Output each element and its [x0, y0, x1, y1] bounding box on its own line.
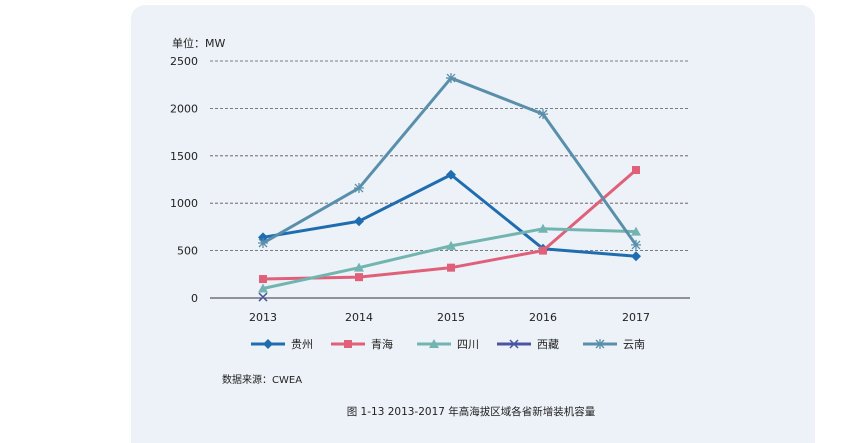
legend-label: 云南: [623, 338, 645, 351]
x-axis-ticks: 2013 2014 2015 2016 2017: [249, 311, 650, 324]
data-point: [447, 263, 455, 272]
y-tick-label: 1000: [170, 197, 198, 210]
unit-label: 单位：MW: [172, 36, 225, 50]
data-point: [263, 339, 273, 349]
data-point: [258, 292, 268, 302]
data-point: [631, 239, 641, 250]
legend-item: 青海: [331, 337, 393, 351]
legend-label: 贵州: [291, 338, 313, 351]
legend-item: 贵州: [251, 338, 313, 351]
data-point: [354, 183, 364, 194]
series-3: [258, 292, 268, 302]
legend-item: 云南: [583, 338, 645, 351]
data-point: [258, 238, 268, 249]
x-tick-label: 2014: [345, 311, 373, 324]
data-point: [631, 251, 641, 262]
figure-caption: 图 1-13 2013-2017 年高海拔区域各省新增装机容量: [347, 405, 596, 418]
series-2: [258, 223, 641, 293]
legend-item: 西藏: [497, 338, 559, 351]
data-source: 数据来源：CWEA: [222, 373, 302, 386]
data-point: [539, 246, 547, 255]
series-4: [258, 73, 641, 250]
data-point: [538, 109, 548, 120]
y-tick-label: 2000: [170, 102, 198, 115]
x-tick-label: 2016: [529, 311, 557, 324]
series-group: [258, 73, 641, 302]
legend-label: 西藏: [537, 338, 559, 351]
x-tick-label: 2015: [437, 311, 465, 324]
legend-label: 青海: [371, 337, 393, 351]
series-1: [259, 166, 640, 284]
y-tick-label: 0: [191, 292, 198, 305]
data-point: [354, 262, 364, 272]
series-line: [262, 168, 637, 281]
legend: 贵州 青海 四川 西藏 云南: [251, 337, 645, 351]
y-axis-ticks: 0 500 1000 1500 2000 2500: [170, 55, 198, 305]
x-tick-label: 2013: [249, 311, 277, 324]
data-point: [538, 223, 548, 233]
data-point: [632, 166, 640, 175]
legend-item: 四川: [417, 338, 479, 351]
y-tick-label: 1500: [170, 150, 198, 163]
data-point: [446, 240, 456, 250]
chart-panel: [131, 5, 815, 443]
data-point: [259, 275, 267, 284]
grid-lines: [210, 60, 690, 252]
data-point: [344, 340, 352, 348]
data-point: [258, 283, 268, 293]
data-point: [595, 339, 605, 349]
series-line: [262, 227, 637, 290]
data-point: [354, 216, 364, 227]
data-point: [355, 273, 363, 282]
y-tick-label: 500: [177, 245, 198, 258]
data-point: [509, 339, 519, 349]
x-tick-label: 2017: [622, 311, 650, 324]
data-point: [446, 73, 456, 84]
data-point: [631, 226, 641, 236]
legend-label: 四川: [457, 338, 479, 351]
y-tick-label: 2500: [170, 55, 198, 68]
data-point: [429, 339, 439, 348]
data-point: [446, 169, 456, 180]
